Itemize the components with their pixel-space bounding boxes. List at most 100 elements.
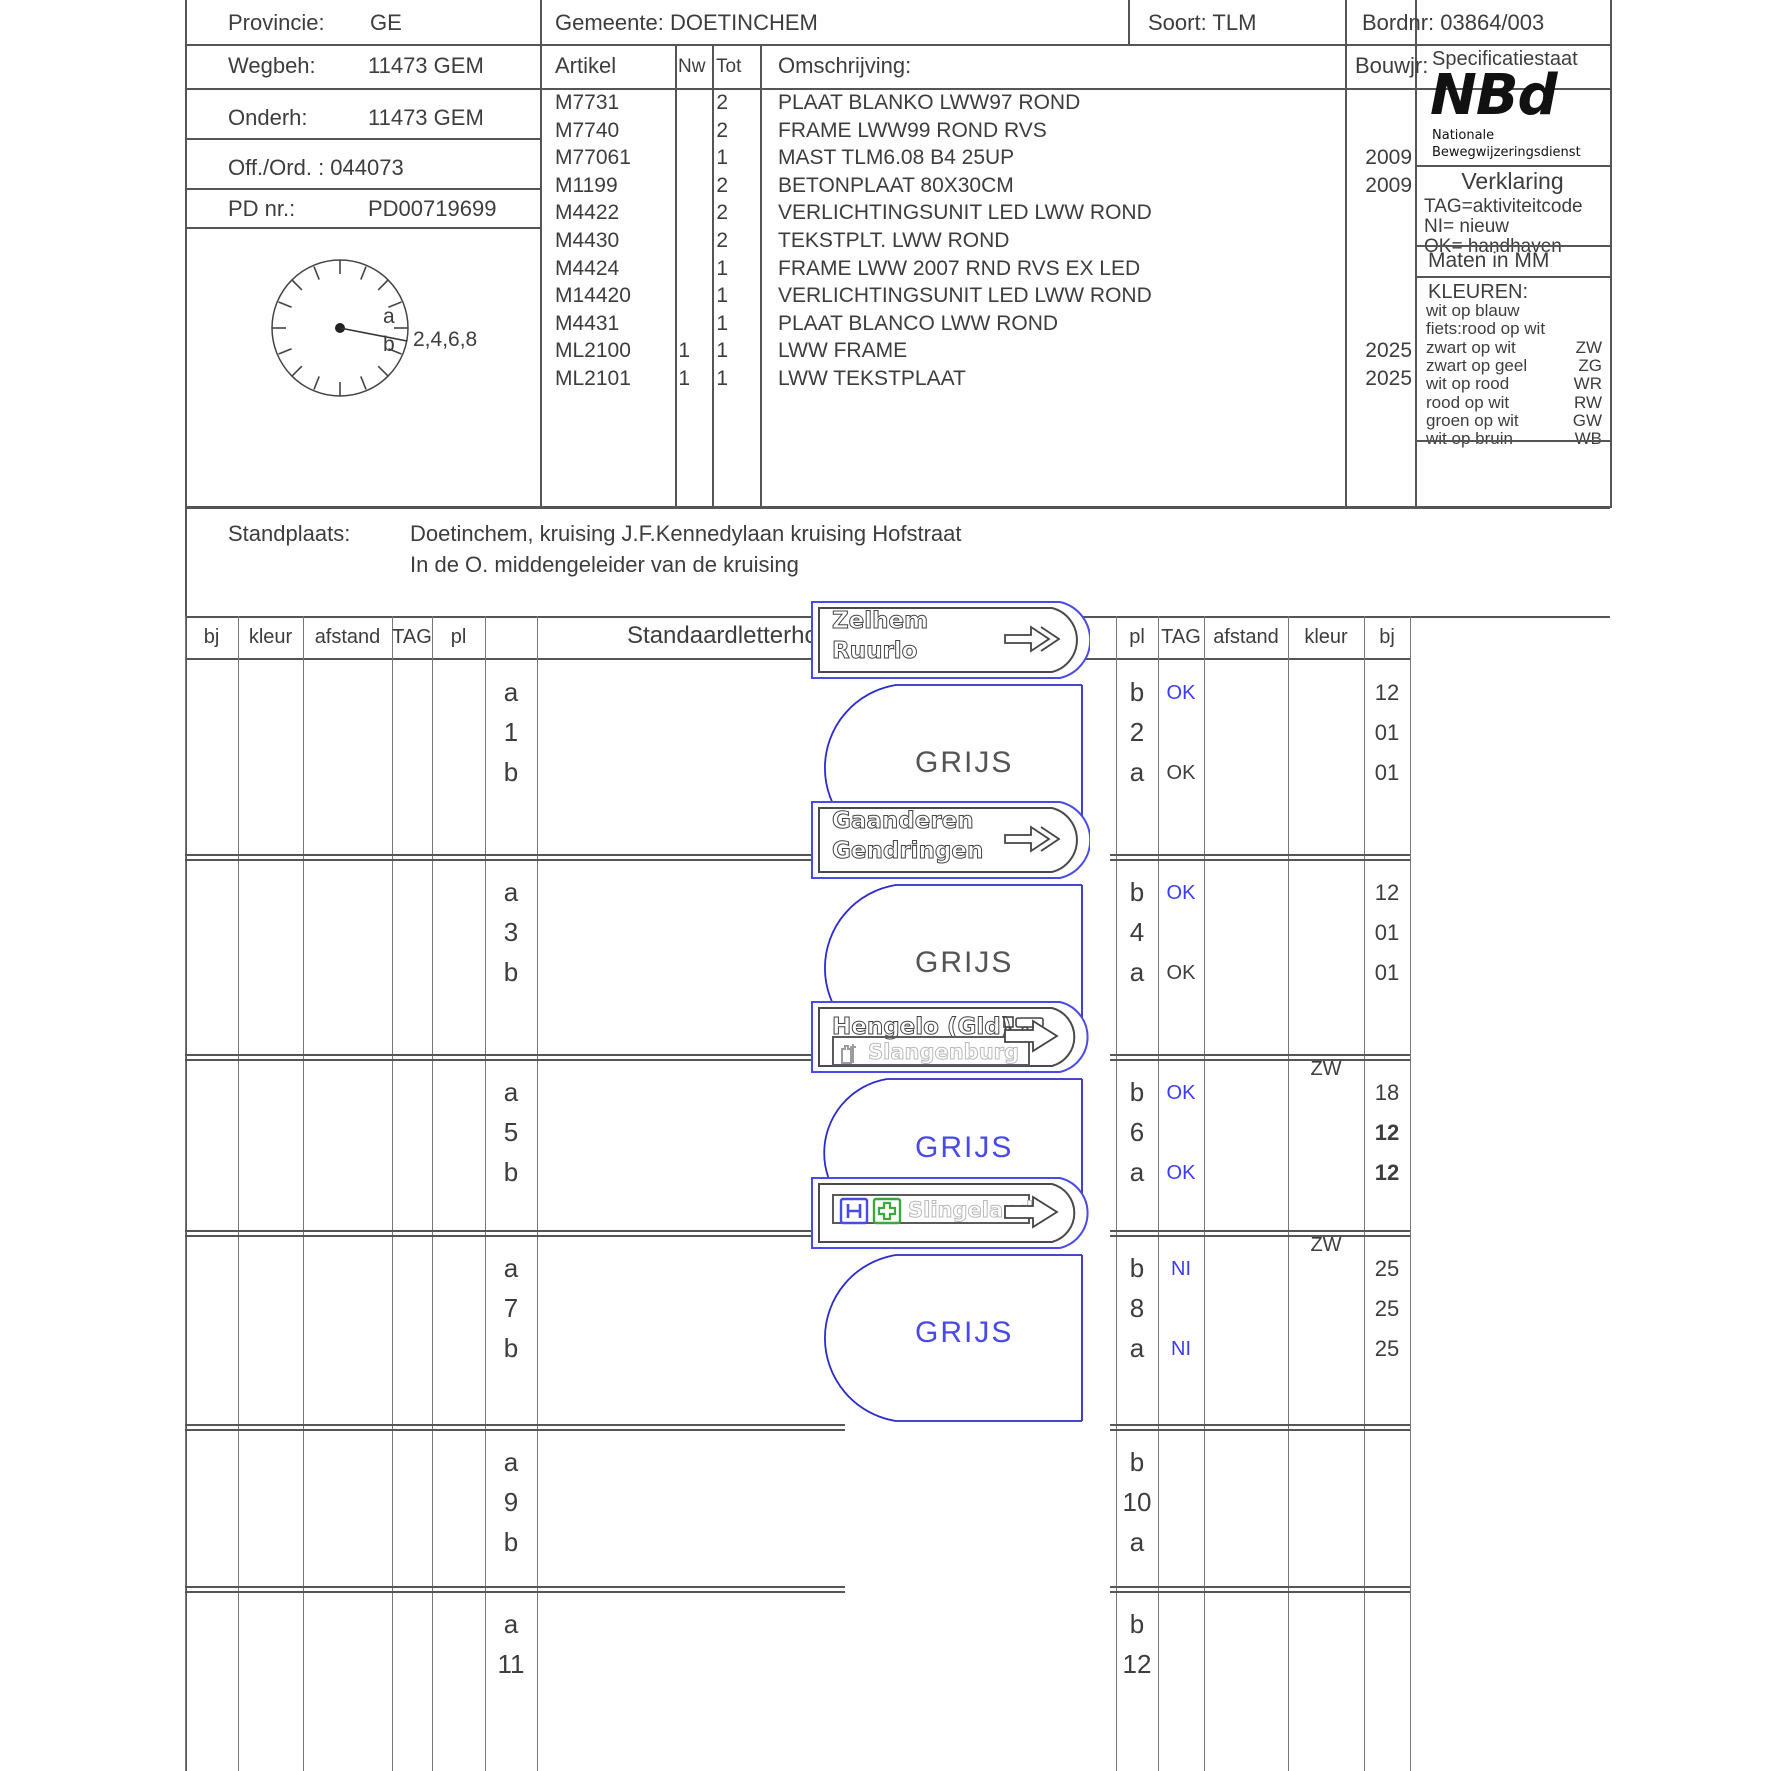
row-tag-bottom: OK: [1166, 762, 1196, 784]
article-nw: 1: [678, 367, 690, 390]
artikel-col: Artikel: [555, 53, 617, 78]
article-omschrijving: PLAAT BLANKO LWW97 ROND: [778, 91, 1081, 114]
row-pl-right-n: 8: [1129, 1293, 1145, 1323]
table-col-line: [432, 616, 433, 1771]
verklaring-line: NI= nieuw: [1424, 216, 1510, 237]
article-tot: 2: [716, 118, 728, 142]
article-bouwjr: 2009: [1365, 146, 1412, 170]
article-bouwjr: 2009: [1365, 173, 1412, 197]
hline-header-2: [185, 88, 1610, 90]
row-pl-right-b: a: [1129, 1157, 1145, 1187]
sign-arrow-icon: [1003, 619, 1061, 664]
table-col-line: [185, 616, 186, 1771]
kleur-code: RW: [1573, 392, 1602, 412]
grijs-panel: GRIJS: [810, 1254, 1088, 1422]
row-sep-left-2: [185, 1235, 845, 1237]
article-code: M77061: [555, 146, 631, 170]
article-tot: 1: [716, 367, 728, 390]
table-col-line: [1410, 616, 1411, 1771]
provincie-label: Provincie:: [228, 10, 325, 35]
row-bj: 25: [1374, 1336, 1400, 1361]
table-col-line: [238, 616, 239, 1771]
article-bouwjr: 2025: [1365, 339, 1412, 363]
row-pl-left-b: b: [503, 1333, 519, 1363]
article-code: M7740: [555, 118, 620, 142]
kleur-code: ZG: [1578, 355, 1602, 375]
row-sep-right: [1110, 1586, 1410, 1588]
table-col-line: [485, 616, 486, 1771]
nbd-sub-1: Nationale: [1432, 128, 1495, 143]
row-bj: 01: [1374, 960, 1400, 985]
table-header-afstand: afstand: [314, 626, 381, 648]
row-pl-left-a: a: [503, 677, 519, 707]
hline-header-3: [185, 138, 540, 140]
omschrijving-col: Omschrijving:: [778, 53, 912, 78]
row-bj: 01: [1374, 720, 1400, 745]
kleur-code: WB: [1574, 429, 1602, 449]
article-tot: 2: [716, 173, 728, 197]
spec-title: Specificatiestaat: [1432, 48, 1578, 70]
article-tot: 1: [716, 146, 728, 170]
nbd-sub-2: Bewegwijzeringsdienst: [1432, 145, 1581, 160]
standplaats-line1: Doetinchem, kruising J.F.Kennedylaan kru…: [410, 521, 962, 546]
row-pl-left-n: 3: [503, 917, 519, 947]
table-col-line: [1364, 616, 1365, 1771]
row-pl-right-n: 10: [1122, 1487, 1152, 1517]
bordnr: Bordnr: 03864/003: [1362, 10, 1545, 35]
row-sep-left: [185, 1230, 845, 1232]
row-sep-left-2: [185, 1591, 845, 1593]
table-header-r-bj: bj: [1379, 626, 1395, 648]
row-kleur: ZW: [1310, 1234, 1342, 1256]
compass-label-b: b: [383, 333, 395, 356]
row-pl-left-a: a: [503, 1077, 519, 1107]
provincie-value: GE: [370, 10, 402, 35]
row-pl-left-a: a: [503, 1253, 519, 1283]
compass-diagram: a b: [255, 243, 425, 413]
article-bouwjr: 2025: [1365, 367, 1412, 390]
row-sep-left: [185, 1586, 845, 1588]
gemeente: Gemeente: DOETINCHEM: [555, 10, 818, 35]
row-sep-right-2: [1110, 1235, 1410, 1237]
kleuren-title: KLEUREN:: [1428, 281, 1529, 303]
divider-nw: [675, 44, 677, 508]
grijs-label: GRIJS: [915, 946, 1014, 979]
hline-header-4: [185, 188, 540, 190]
hline-maten-top: [1415, 245, 1610, 247]
divider-tot: [712, 44, 714, 508]
kleur-code: WR: [1573, 374, 1602, 394]
kleur-name: zwart op geel: [1426, 355, 1528, 375]
article-code: M4431: [555, 311, 620, 335]
article-code: M14420: [555, 284, 631, 308]
sign-outline: [811, 601, 1090, 679]
row-pl-right-a: b: [1129, 877, 1145, 907]
article-tot: 1: [716, 284, 728, 308]
hline-kleuren-top: [1415, 276, 1610, 278]
row-sep-left-2: [185, 859, 845, 861]
article-code: M1199: [555, 173, 618, 197]
row-pl-left-b: b: [503, 1157, 519, 1187]
row-pl-left-n: 7: [503, 1293, 519, 1323]
article-omschrijving: BETONPLAAT 80X30CM: [778, 173, 1014, 197]
row-pl-right-n: 6: [1129, 1117, 1145, 1147]
article-omschrijving: VERLICHTINGSUNIT LED LWW ROND: [778, 284, 1152, 308]
row-pl-left-n: 5: [503, 1117, 519, 1147]
row-sep-left-2: [185, 1059, 845, 1061]
row-pl-left-n: 11: [497, 1649, 525, 1679]
sign-panel: Zelhem Ruurlo: [810, 600, 1090, 679]
compass-label-a: a: [383, 305, 395, 328]
compass-svg: [271, 259, 409, 397]
hline-header-5: [185, 227, 540, 229]
kleur-name: wit op rood: [1426, 374, 1510, 394]
hospital-h-icon: [839, 1197, 869, 1230]
off-ord: Off./Ord. : 044073: [228, 155, 404, 180]
row-tag-bottom: OK: [1166, 962, 1196, 984]
row-pl-right-b: a: [1129, 757, 1145, 787]
castle-icon: [839, 1041, 863, 1070]
article-code: M4424: [555, 256, 620, 280]
row-pl-right-a: b: [1129, 1609, 1145, 1639]
pd-nr-label: PD nr.:: [228, 196, 296, 221]
row-pl-right-a: b: [1129, 1447, 1145, 1477]
green-cross-icon: [872, 1197, 902, 1230]
row-sep-left-2: [185, 1429, 845, 1431]
